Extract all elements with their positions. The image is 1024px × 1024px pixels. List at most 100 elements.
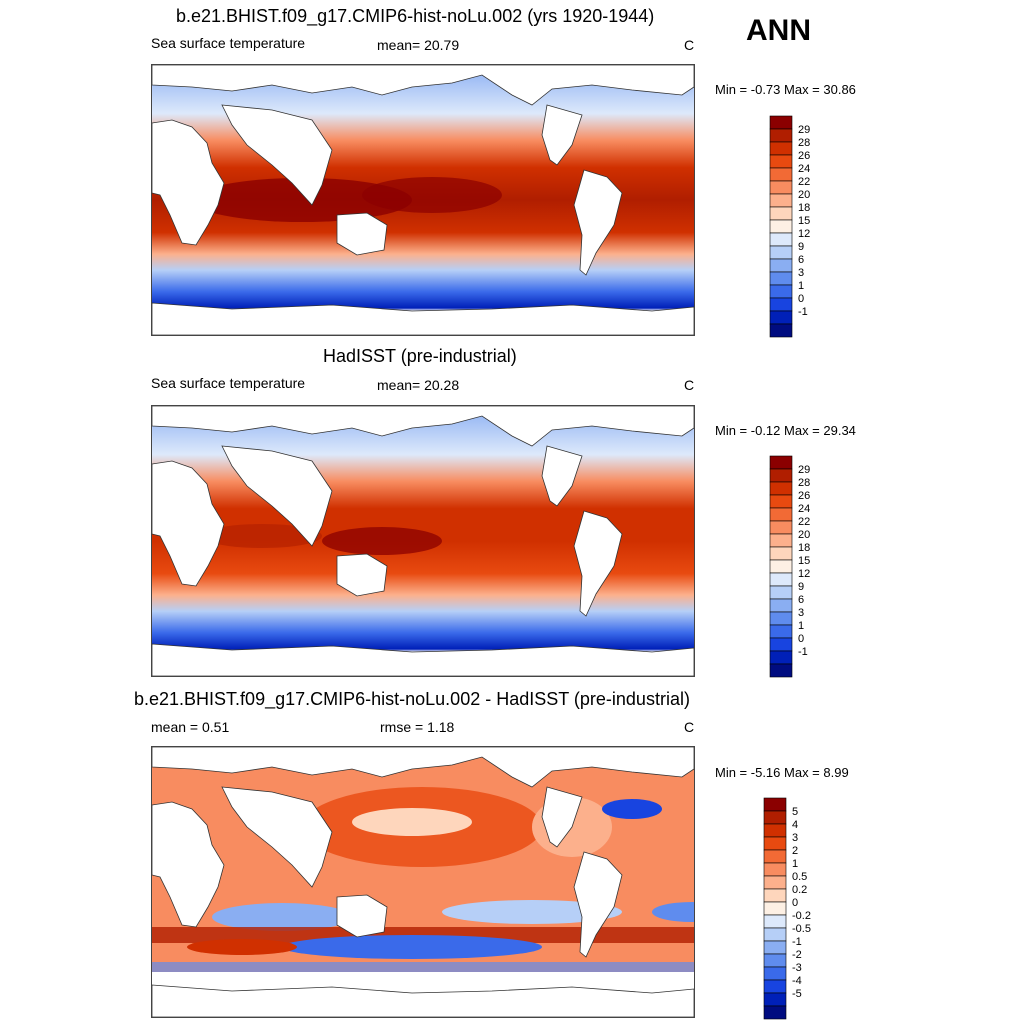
colorbar-tick-label: -3 <box>792 962 802 974</box>
colorbar-tick-label: 2 <box>792 845 798 857</box>
colorbar-swatch <box>769 507 793 522</box>
colorbar-tick-label: 1 <box>792 858 798 870</box>
minmax-label: Min = -0.12 Max = 29.34 <box>715 423 856 438</box>
colorbar: 5 4 3 2 1 0.5 0.2 0 -0.2 -0.5 -1 -2 -3 -4 -5 <box>763 797 824 1020</box>
map-canvas <box>152 747 694 1017</box>
land-masses <box>152 406 694 676</box>
sst-map <box>151 64 695 336</box>
colorbar-tick-label: 6 <box>798 254 804 266</box>
minmax-label: Min = -0.73 Max = 30.86 <box>715 82 856 97</box>
colorbar-swatch <box>769 115 793 130</box>
colorbar-tick-label: 3 <box>798 267 804 279</box>
colorbar-swatch <box>763 966 787 981</box>
colorbar-swatch <box>769 245 793 260</box>
difference-map <box>151 746 695 1018</box>
colorbar-swatch <box>769 193 793 208</box>
colorbar-swatch <box>769 663 793 678</box>
colorbar-swatch <box>763 810 787 825</box>
colorbar-swatch <box>769 180 793 195</box>
colorbar-swatch <box>763 862 787 877</box>
colorbar-swatch <box>763 979 787 994</box>
season-label: ANN <box>746 14 811 47</box>
left-label: Sea surface temperature <box>151 35 306 51</box>
colorbar-swatch <box>763 914 787 929</box>
colorbar-swatch <box>763 992 787 1007</box>
colorbar-tick-label: -5 <box>792 988 802 1000</box>
colorbar-swatch <box>769 468 793 483</box>
colorbar-swatch <box>769 128 793 143</box>
colorbar-swatch <box>763 823 787 838</box>
colorbar-swatch <box>769 284 793 299</box>
colorbar-tick-label: 6 <box>798 594 804 606</box>
colorbar-swatch <box>769 310 793 325</box>
colorbar-tick-label: 9 <box>798 241 804 253</box>
panel-title: b.e21.BHIST.f09_g17.CMIP6-hist-noLu.002 … <box>134 689 690 709</box>
colorbar-swatch <box>763 875 787 890</box>
colorbar-swatch <box>763 836 787 851</box>
colorbar-tick-label: 29 <box>798 464 810 476</box>
colorbar-swatch <box>769 559 793 574</box>
colorbar-swatch <box>769 637 793 652</box>
left-label: Sea surface temperature <box>151 375 306 391</box>
colorbar-tick-label: 0 <box>798 293 804 305</box>
colorbar-swatch <box>769 154 793 169</box>
colorbar-swatch <box>763 1005 787 1020</box>
colorbar-swatch <box>769 232 793 247</box>
colorbar-tick-label: 20 <box>798 189 810 201</box>
colorbar-tick-label: 3 <box>792 832 798 844</box>
colorbar-swatch <box>763 953 787 968</box>
colorbar: 29 28 26 24 22 20 18 15 12 9 6 3 1 0 -1 <box>769 455 830 678</box>
colorbar-swatch <box>769 494 793 509</box>
colorbar-swatch <box>769 598 793 613</box>
colorbar-tick-label: -1 <box>792 936 802 948</box>
mean-label: mean = 0.51 <box>151 719 230 735</box>
colorbar-tick-label: 22 <box>798 516 810 528</box>
mean-label: mean= 20.28 <box>377 377 460 393</box>
colorbar-tick-label: 3 <box>798 607 804 619</box>
colorbar-tick-label: -0.2 <box>792 910 811 922</box>
land-masses <box>152 65 694 335</box>
colorbar-tick-label: 12 <box>798 568 810 580</box>
colorbar-tick-label: 0 <box>798 633 804 645</box>
colorbar-tick-label: 4 <box>792 819 798 831</box>
map-canvas <box>152 65 694 335</box>
sst-map <box>151 405 695 677</box>
colorbar-tick-label: 26 <box>798 150 810 162</box>
colorbar-swatch <box>769 520 793 535</box>
colorbar-swatch <box>769 624 793 639</box>
colorbar-swatch <box>769 546 793 561</box>
units-label: C <box>684 719 695 735</box>
colorbar-swatch <box>763 901 787 916</box>
colorbar-swatch <box>769 533 793 548</box>
colorbar-tick-label: -2 <box>792 949 802 961</box>
colorbar-swatch <box>769 219 793 234</box>
colorbar-swatch <box>769 585 793 600</box>
colorbar-tick-label: 9 <box>798 581 804 593</box>
colorbar-tick-label: 12 <box>798 228 810 240</box>
colorbar-tick-label: 5 <box>792 806 798 818</box>
map-canvas <box>152 406 694 676</box>
colorbar-swatch <box>769 611 793 626</box>
colorbar-tick-label: 1 <box>798 280 804 292</box>
colorbar-swatch <box>769 297 793 312</box>
panel-title: b.e21.BHIST.f09_g17.CMIP6-hist-noLu.002 … <box>176 6 655 26</box>
colorbar-tick-label: 20 <box>798 529 810 541</box>
colorbar-swatch <box>769 481 793 496</box>
colorbar-swatch <box>769 323 793 338</box>
colorbar-swatch <box>769 167 793 182</box>
colorbar-tick-label: -0.5 <box>792 923 811 935</box>
colorbar-swatch <box>763 849 787 864</box>
colorbar-tick-label: -1 <box>798 306 808 318</box>
colorbar-tick-label: 26 <box>798 490 810 502</box>
colorbar-tick-label: 28 <box>798 137 810 149</box>
colorbar-swatch <box>769 650 793 665</box>
colorbar-swatch <box>769 206 793 221</box>
mean-label: mean= 20.79 <box>377 37 460 53</box>
colorbar-swatch <box>769 455 793 470</box>
colorbar-tick-label: 24 <box>798 163 810 175</box>
colorbar-tick-label: 28 <box>798 477 810 489</box>
colorbar-tick-label: 0 <box>792 897 798 909</box>
colorbar: 29 28 26 24 22 20 18 15 12 9 6 3 1 0 -1 <box>769 115 830 338</box>
colorbar-tick-label: 15 <box>798 555 810 567</box>
